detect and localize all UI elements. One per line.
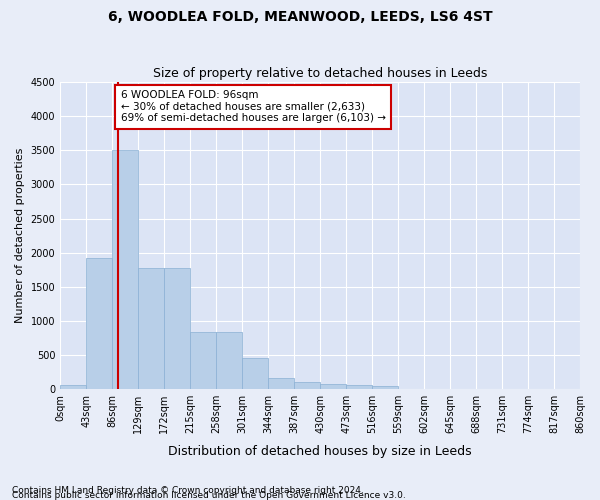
- Text: Contains HM Land Registry data © Crown copyright and database right 2024.: Contains HM Land Registry data © Crown c…: [12, 486, 364, 495]
- Text: 6 WOODLEA FOLD: 96sqm
← 30% of detached houses are smaller (2,633)
69% of semi-d: 6 WOODLEA FOLD: 96sqm ← 30% of detached …: [121, 90, 386, 124]
- Bar: [216, 332, 242, 389]
- Bar: [138, 268, 164, 389]
- Y-axis label: Number of detached properties: Number of detached properties: [15, 148, 25, 324]
- X-axis label: Distribution of detached houses by size in Leeds: Distribution of detached houses by size …: [168, 444, 472, 458]
- Bar: [242, 358, 268, 389]
- Bar: [86, 258, 112, 389]
- Title: Size of property relative to detached houses in Leeds: Size of property relative to detached ho…: [153, 66, 487, 80]
- Bar: [372, 386, 398, 389]
- Text: Contains public sector information licensed under the Open Government Licence v3: Contains public sector information licen…: [12, 491, 406, 500]
- Bar: [112, 150, 138, 389]
- Bar: [320, 384, 346, 389]
- Bar: [268, 378, 294, 389]
- Bar: [294, 382, 320, 389]
- Bar: [190, 332, 216, 389]
- Bar: [164, 268, 190, 389]
- Text: 6, WOODLEA FOLD, MEANWOOD, LEEDS, LS6 4ST: 6, WOODLEA FOLD, MEANWOOD, LEEDS, LS6 4S…: [107, 10, 493, 24]
- Bar: [60, 386, 86, 389]
- Bar: [346, 386, 372, 389]
